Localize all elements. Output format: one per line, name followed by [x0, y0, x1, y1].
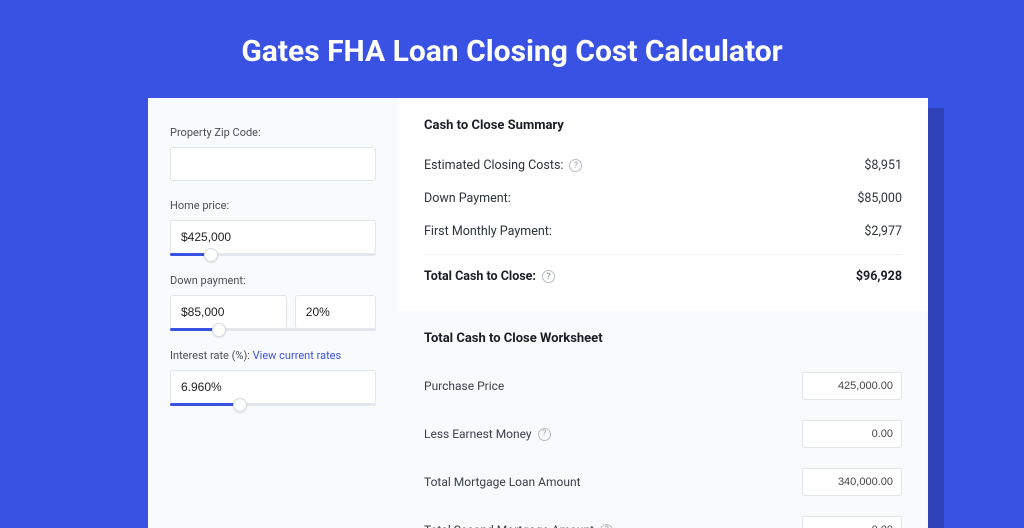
worksheet-panel: Total Cash to Close Worksheet Purchase P… — [398, 311, 928, 528]
field-home-price: Home price: — [170, 199, 376, 256]
interest-rate-input[interactable] — [170, 370, 376, 404]
summary-row-label: First Monthly Payment: — [424, 224, 552, 239]
down-payment-pct-input[interactable] — [295, 295, 376, 329]
summary-row-value: $8,951 — [864, 158, 902, 173]
zip-input[interactable] — [170, 147, 376, 181]
worksheet-row-label: Total Second Mortgage Amount — [424, 523, 594, 528]
worksheet-row-value[interactable] — [802, 420, 902, 448]
worksheet-title: Total Cash to Close Worksheet — [424, 331, 902, 346]
summary-row: Estimated Closing Costs:? $8,951 — [424, 149, 902, 182]
down-payment-label: Down payment: — [170, 274, 376, 287]
summary-row: Down Payment: $85,000 — [424, 182, 902, 215]
inputs-panel: Property Zip Code: Home price: Down paym… — [148, 98, 398, 528]
zip-label: Property Zip Code: — [170, 126, 376, 139]
summary-row-value: $2,977 — [864, 224, 902, 239]
field-interest-rate: Interest rate (%): View current rates — [170, 349, 376, 406]
summary-total-value: $96,928 — [856, 269, 902, 284]
slider-thumb[interactable] — [212, 323, 226, 337]
home-price-label: Home price: — [170, 199, 376, 212]
view-rates-link[interactable]: View current rates — [253, 349, 342, 362]
home-price-input[interactable] — [170, 220, 376, 254]
slider-thumb[interactable] — [233, 398, 247, 412]
help-icon[interactable]: ? — [569, 159, 582, 172]
interest-rate-slider[interactable] — [170, 403, 376, 406]
worksheet-row-value[interactable] — [802, 468, 902, 496]
worksheet-row-label: Less Earnest Money — [424, 427, 532, 441]
summary-row: First Monthly Payment: $2,977 — [424, 215, 902, 248]
field-down-payment: Down payment: — [170, 274, 376, 331]
help-icon[interactable]: ? — [538, 428, 551, 441]
worksheet-row-label: Total Mortgage Loan Amount — [424, 475, 581, 489]
worksheet-row: Total Mortgage Loan Amount — [424, 458, 902, 506]
results-panel: Cash to Close Summary Estimated Closing … — [398, 98, 928, 528]
worksheet-rows: Purchase Price Less Earnest Money? Total M… — [424, 362, 902, 528]
slider-fill — [170, 403, 240, 406]
field-zip: Property Zip Code: — [170, 126, 376, 181]
help-icon[interactable]: ? — [542, 270, 555, 283]
help-icon[interactable]: ? — [600, 524, 613, 528]
worksheet-row-value[interactable] — [802, 516, 902, 528]
down-payment-input[interactable] — [170, 295, 287, 329]
summary-rows: Estimated Closing Costs:? $8,951 Down Paym… — [424, 149, 902, 248]
interest-rate-label-text: Interest rate (%): — [170, 349, 250, 362]
summary-total-label: Total Cash to Close: — [424, 269, 536, 284]
page-title: Gates FHA Loan Closing Cost Calculator — [0, 0, 1024, 93]
worksheet-row: Total Second Mortgage Amount? — [424, 506, 902, 528]
interest-rate-label: Interest rate (%): View current rates — [170, 349, 376, 362]
worksheet-row: Purchase Price — [424, 362, 902, 410]
calculator-card: Property Zip Code: Home price: Down paym… — [148, 98, 928, 528]
worksheet-row-label: Purchase Price — [424, 379, 504, 393]
worksheet-row-value[interactable] — [802, 372, 902, 400]
worksheet-row: Less Earnest Money? — [424, 410, 902, 458]
summary-title: Cash to Close Summary — [424, 118, 902, 133]
down-payment-slider[interactable] — [170, 328, 376, 331]
summary-total-row: Total Cash to Close: ? $96,928 — [424, 254, 902, 293]
summary-row-value: $85,000 — [857, 191, 902, 206]
summary-row-label: Estimated Closing Costs: — [424, 158, 563, 173]
summary-row-label: Down Payment: — [424, 191, 511, 206]
slider-thumb[interactable] — [204, 248, 218, 262]
home-price-slider[interactable] — [170, 253, 376, 256]
